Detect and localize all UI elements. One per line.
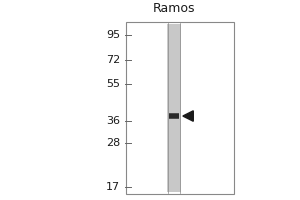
Text: 36: 36 bbox=[106, 116, 120, 126]
Text: 28: 28 bbox=[106, 138, 120, 148]
Text: 17: 17 bbox=[106, 182, 120, 192]
Polygon shape bbox=[183, 111, 193, 121]
Text: 95: 95 bbox=[106, 30, 120, 40]
Text: 55: 55 bbox=[106, 79, 120, 89]
FancyBboxPatch shape bbox=[126, 22, 234, 194]
Text: Ramos: Ramos bbox=[153, 2, 195, 15]
Text: 72: 72 bbox=[106, 55, 120, 65]
